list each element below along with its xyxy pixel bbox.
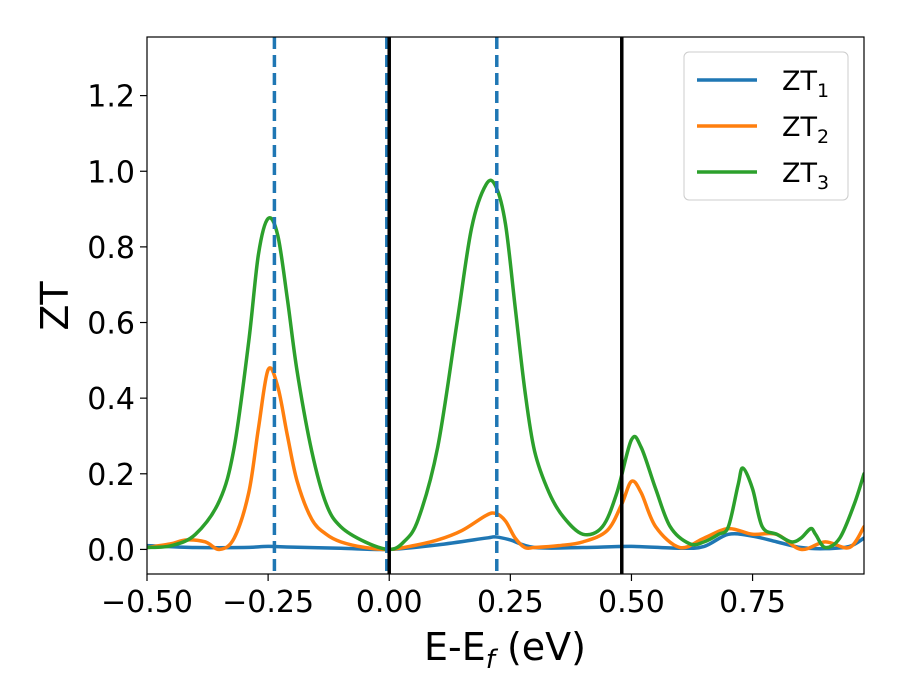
legend-label-zt3: ZT3 <box>782 158 829 194</box>
x-axis-ticks: −0.50 −0.25 0.00 0.25 0.50 0.75 <box>101 574 786 620</box>
series-layer <box>147 178 864 552</box>
legend-box <box>683 51 849 201</box>
y-tick-label: 0.6 <box>87 307 135 342</box>
y-axis-title: ZT <box>33 281 77 331</box>
y-tick-label: 0.8 <box>87 231 135 266</box>
y-tick-label: 0.4 <box>87 382 135 417</box>
x-axis-title-main: E-E <box>424 625 486 669</box>
legend-label-zt1: ZT1 <box>782 66 829 102</box>
legend-label-zt2: ZT2 <box>782 112 829 148</box>
y-tick-label: 1.0 <box>87 155 135 190</box>
x-tick-label: −0.50 <box>101 585 193 620</box>
plot-area-frame <box>146 36 865 575</box>
x-tick-label: −0.25 <box>222 585 314 620</box>
x-axis-title: E-Ef (eV) <box>424 625 586 675</box>
legend: ZT1 ZT2 ZT3 <box>683 51 849 201</box>
x-tick-label: 0.50 <box>598 585 665 620</box>
x-axis-title-unit: (eV) <box>495 625 586 669</box>
x-tick-label: 0.00 <box>356 585 423 620</box>
series-line-zt3 <box>147 178 864 552</box>
series-line-zt2 <box>147 366 864 552</box>
y-tick-label: 0.0 <box>87 533 135 568</box>
y-tick-label: 1.2 <box>87 80 135 115</box>
x-tick-label: 0.75 <box>719 585 786 620</box>
y-tick-label: 0.2 <box>87 458 135 493</box>
y-axis-ticks: 0.0 0.2 0.4 0.6 0.8 1.0 1.2 <box>87 80 147 568</box>
x-tick-label: 0.25 <box>477 585 544 620</box>
vline-layer <box>272 37 624 574</box>
